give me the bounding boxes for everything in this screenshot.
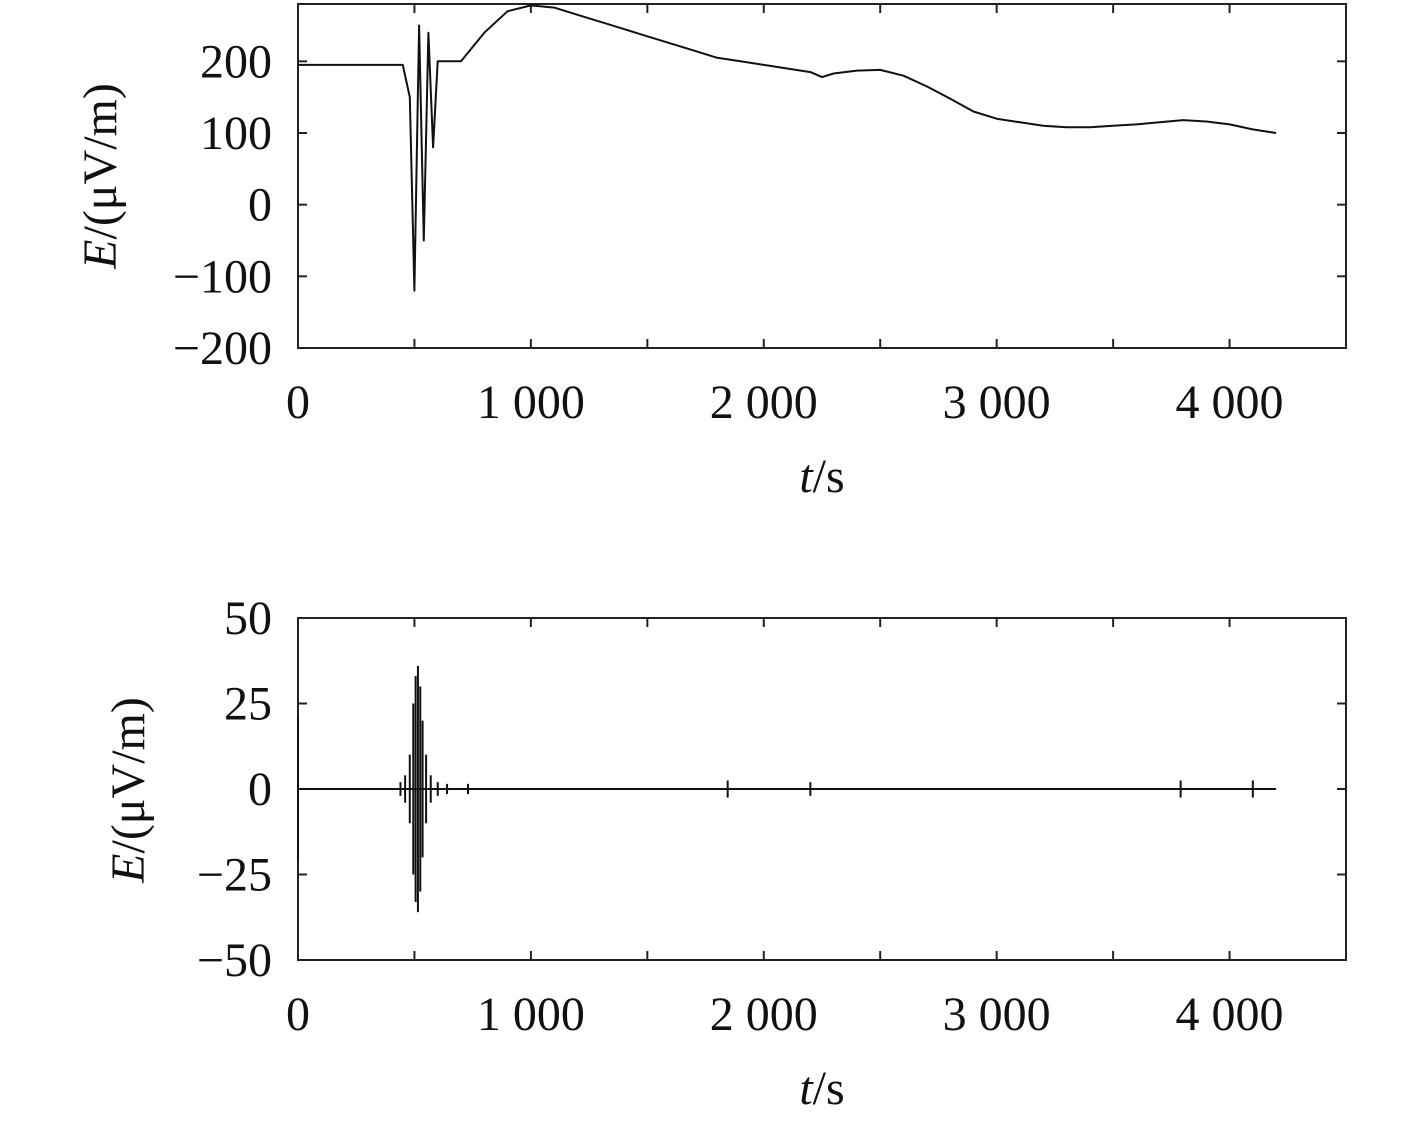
y-tick-labels: −50 −25 0 25 50 [197, 592, 272, 987]
y-tick-label: 100 [200, 107, 272, 160]
tick-marks [298, 4, 1346, 348]
y-tick-label: −25 [197, 849, 272, 902]
x-tick-label: 0 [286, 376, 310, 429]
y-tick-label: −100 [173, 250, 272, 303]
chart-panel-top: 0 1 000 2 000 3 000 4 000 −200 −100 0 100 200 t/… [74, 3, 1347, 503]
y-tick-label: 25 [224, 678, 272, 731]
y-tick-label: −200 [173, 322, 272, 375]
x-tick-label: 4 000 [1176, 376, 1284, 429]
y-tick-label: 0 [248, 179, 272, 232]
x-tick-labels: 0 1 000 2 000 3 000 4 000 [286, 988, 1284, 1041]
x-tick-labels: 0 1 000 2 000 3 000 4 000 [286, 376, 1284, 429]
y-tick-label: 0 [248, 763, 272, 816]
tick-marks [298, 618, 1346, 960]
data-traces [297, 665, 1277, 913]
x-tick-label: 1 000 [477, 988, 585, 1041]
x-tick-label: 4 000 [1176, 988, 1284, 1041]
y-tick-label: 200 [200, 35, 272, 88]
x-axis-label: t/s [799, 1062, 844, 1115]
y-tick-label: 50 [224, 592, 272, 645]
series-line [298, 4, 1277, 292]
x-tick-label: 2 000 [710, 988, 818, 1041]
y-axis-label: E/(μV/m) [74, 83, 127, 270]
x-tick-label: 3 000 [943, 376, 1051, 429]
plot-frame [297, 3, 1347, 349]
y-tick-labels: −200 −100 0 100 200 [173, 35, 272, 375]
data-traces [298, 4, 1277, 292]
x-axis-label: t/s [799, 450, 844, 503]
x-tick-label: 2 000 [710, 376, 818, 429]
x-tick-label: 0 [286, 988, 310, 1041]
x-tick-label: 1 000 [477, 376, 585, 429]
y-tick-label: −50 [197, 934, 272, 987]
y-axis-label: E/(μV/m) [102, 697, 155, 884]
x-tick-label: 3 000 [943, 988, 1051, 1041]
chart-panel-bottom: 0 1 000 2 000 3 000 4 000 −50 −25 0 25 50 t/s E/… [102, 592, 1347, 1115]
